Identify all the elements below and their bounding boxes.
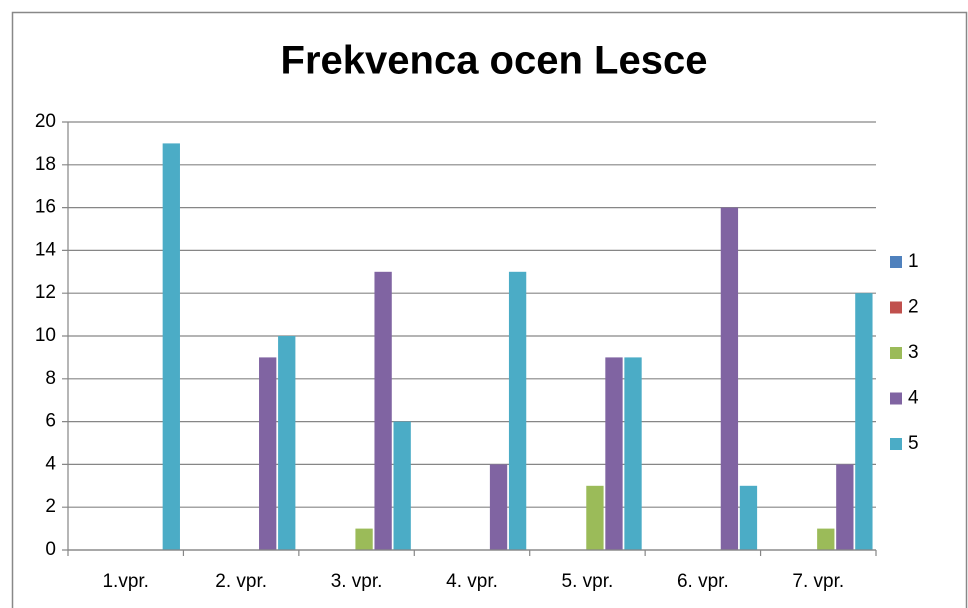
- y-tick-label: 4: [45, 453, 56, 474]
- x-tick-label: 2. vpr.: [215, 571, 267, 592]
- y-tick-label: 8: [45, 368, 56, 389]
- y-tick-label: 0: [45, 539, 56, 560]
- x-tick-label: 7. vpr.: [792, 571, 844, 592]
- bar: [259, 357, 277, 550]
- x-tick-label: 3. vpr.: [331, 571, 383, 592]
- chart-border: [11, 11, 968, 608]
- bar: [855, 293, 873, 550]
- bar: [605, 357, 623, 550]
- x-tick-label: 4. vpr.: [446, 571, 498, 592]
- y-tick-label: 10: [35, 325, 56, 346]
- y-tick-label: 16: [35, 197, 56, 218]
- bar: [817, 528, 835, 550]
- chart-title: Frekvenca ocen Lesce: [281, 39, 708, 83]
- y-tick-label: 14: [35, 239, 57, 260]
- x-tick-label: 5. vpr.: [562, 571, 614, 592]
- bar: [836, 464, 854, 550]
- bar: [489, 464, 508, 550]
- bar: [374, 271, 392, 550]
- legend-marker: [890, 301, 902, 314]
- bar: [586, 485, 604, 550]
- bar: [355, 528, 373, 550]
- bar: [162, 143, 180, 550]
- x-tick-label: 1.vpr.: [102, 571, 148, 592]
- legend-label: 1: [908, 251, 919, 272]
- bar: [720, 207, 739, 550]
- bar: [739, 485, 758, 550]
- legend-marker: [890, 256, 902, 268]
- legend-label: 5: [908, 433, 919, 454]
- y-tick-label: 12: [35, 282, 56, 303]
- legend-label: 2: [908, 297, 919, 318]
- bar: [393, 421, 411, 550]
- legend-marker: [890, 392, 902, 405]
- bar: [278, 336, 296, 550]
- x-tick-label: 6. vpr.: [677, 571, 729, 592]
- bar: [508, 271, 527, 550]
- legend-label: 4: [908, 388, 919, 409]
- bar: [624, 357, 642, 550]
- y-tick-label: 18: [35, 154, 56, 175]
- legend-label: 3: [908, 342, 919, 363]
- legend-marker: [890, 438, 902, 450]
- y-tick-label: 2: [45, 496, 56, 517]
- legend-marker: [890, 347, 902, 359]
- y-tick-label: 6: [45, 411, 56, 432]
- y-tick-label: 20: [35, 111, 56, 132]
